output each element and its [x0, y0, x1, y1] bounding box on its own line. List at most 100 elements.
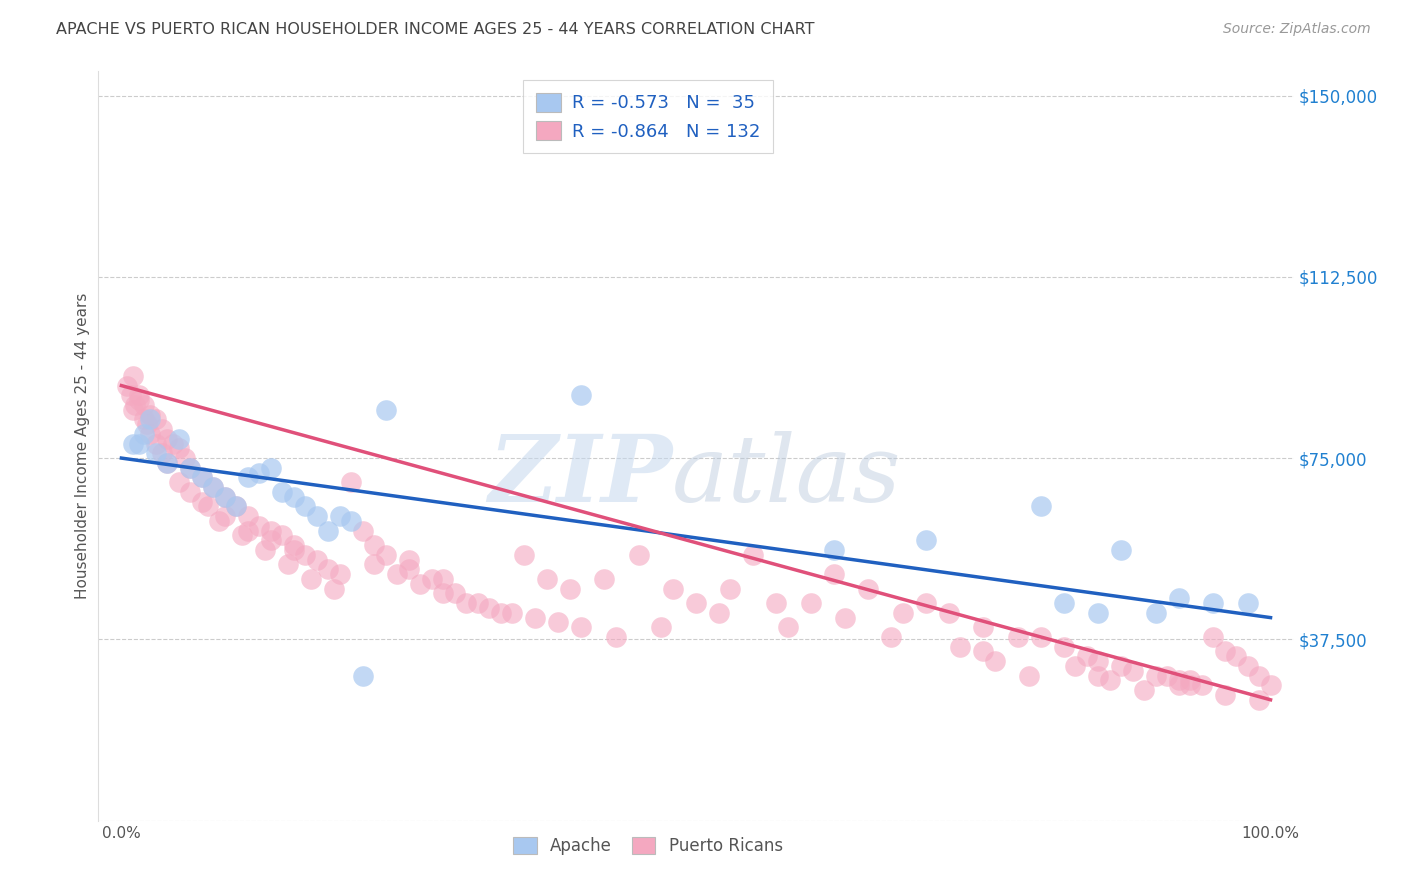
Point: [800, 596, 823, 610]
Point: [984, 654, 1007, 668]
Point: [374, 402, 396, 417]
Point: [145, 436, 167, 450]
Point: [271, 528, 294, 542]
Point: [1029, 500, 1052, 514]
Point: [236, 509, 259, 524]
Point: [1018, 668, 1040, 682]
Point: [283, 543, 305, 558]
Point: [478, 601, 501, 615]
Point: [191, 470, 214, 484]
Point: [1236, 596, 1258, 610]
Point: [720, 582, 742, 596]
Point: [938, 606, 960, 620]
Point: [1225, 649, 1247, 664]
Point: [247, 518, 270, 533]
Point: [179, 460, 201, 475]
Point: [547, 615, 569, 630]
Point: [385, 567, 409, 582]
Point: [162, 436, 184, 450]
Point: [134, 412, 156, 426]
Text: APACHE VS PUERTO RICAN HOUSEHOLDER INCOME AGES 25 - 44 YEARS CORRELATION CHART: APACHE VS PUERTO RICAN HOUSEHOLDER INCOM…: [56, 22, 814, 37]
Point: [352, 668, 374, 682]
Point: [1087, 668, 1109, 682]
Point: [1122, 664, 1144, 678]
Point: [1202, 630, 1225, 644]
Text: Source: ZipAtlas.com: Source: ZipAtlas.com: [1223, 22, 1371, 37]
Point: [294, 500, 316, 514]
Point: [122, 402, 145, 417]
Point: [1213, 644, 1236, 658]
Point: [236, 470, 259, 484]
Point: [1191, 678, 1213, 692]
Point: [569, 620, 592, 634]
Text: atlas: atlas: [672, 431, 901, 521]
Point: [179, 484, 201, 499]
Point: [271, 484, 294, 499]
Point: [225, 500, 247, 514]
Point: [254, 543, 277, 558]
Point: [191, 494, 214, 508]
Point: [1156, 668, 1178, 682]
Point: [972, 644, 994, 658]
Point: [139, 412, 162, 426]
Point: [1236, 659, 1258, 673]
Point: [1053, 596, 1076, 610]
Point: [156, 432, 179, 446]
Point: [305, 552, 328, 566]
Point: [305, 509, 328, 524]
Point: [124, 398, 146, 412]
Point: [191, 470, 214, 484]
Point: [914, 533, 936, 548]
Point: [1202, 596, 1225, 610]
Point: [316, 524, 339, 538]
Point: [139, 426, 162, 441]
Point: [707, 606, 730, 620]
Point: [260, 460, 283, 475]
Point: [1167, 591, 1189, 606]
Point: [1167, 678, 1189, 692]
Point: [432, 586, 454, 600]
Point: [1053, 640, 1076, 654]
Legend: Apache, Puerto Ricans: Apache, Puerto Ricans: [503, 827, 793, 864]
Point: [1029, 630, 1052, 644]
Point: [363, 558, 385, 572]
Point: [569, 388, 592, 402]
Point: [489, 606, 512, 620]
Point: [1098, 673, 1121, 688]
Point: [323, 582, 346, 596]
Point: [283, 490, 305, 504]
Point: [949, 640, 972, 654]
Point: [156, 456, 179, 470]
Point: [605, 630, 627, 644]
Point: [823, 567, 845, 582]
Point: [115, 378, 138, 392]
Point: [260, 524, 283, 538]
Point: [1260, 678, 1282, 692]
Point: [197, 500, 219, 514]
Point: [202, 480, 225, 494]
Point: [880, 630, 903, 644]
Point: [501, 606, 523, 620]
Point: [231, 528, 253, 542]
Point: [294, 548, 316, 562]
Point: [214, 490, 236, 504]
Y-axis label: Householder Income Ages 25 - 44 years: Householder Income Ages 25 - 44 years: [75, 293, 90, 599]
Point: [972, 620, 994, 634]
Point: [134, 398, 156, 412]
Point: [650, 620, 672, 634]
Point: [247, 466, 270, 480]
Point: [685, 596, 707, 610]
Point: [1109, 659, 1132, 673]
Point: [120, 388, 142, 402]
Point: [156, 456, 179, 470]
Point: [1087, 654, 1109, 668]
Point: [627, 548, 650, 562]
Point: [128, 436, 150, 450]
Point: [1133, 683, 1156, 698]
Point: [765, 596, 787, 610]
Point: [1087, 606, 1109, 620]
Point: [834, 610, 856, 624]
Point: [1144, 668, 1167, 682]
Point: [1007, 630, 1029, 644]
Point: [891, 606, 914, 620]
